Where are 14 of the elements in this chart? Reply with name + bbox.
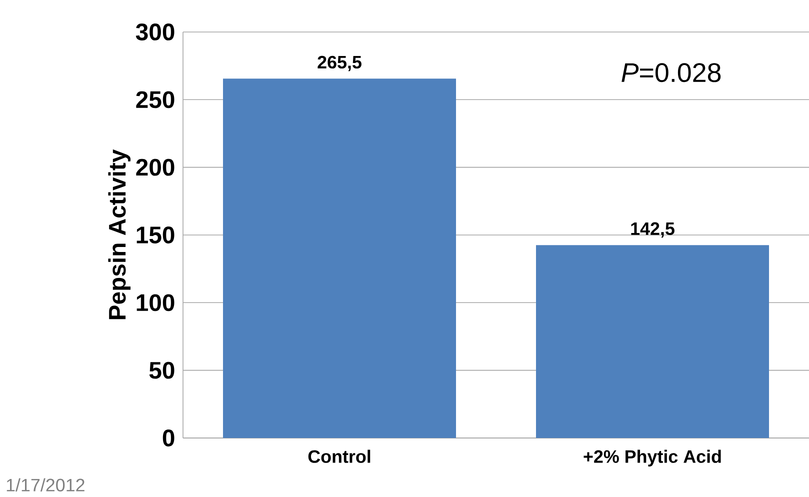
y-tick-label: 300 <box>136 24 174 40</box>
y-axis-title: Pepsin Activity <box>108 149 131 320</box>
x-tick-label: Control <box>308 450 370 463</box>
y-tick-label: 150 <box>136 226 174 244</box>
y-tick-label: 250 <box>136 91 174 108</box>
y-tick-label: 100 <box>136 294 174 312</box>
data-label: 142,5 <box>631 222 674 238</box>
data-label: 265,5 <box>318 56 362 72</box>
y-tick-label: 200 <box>136 158 174 176</box>
y-tick-label: 0 <box>162 430 174 446</box>
x-tick-label: +2% Phytic Acid <box>584 450 721 466</box>
text: 1/17/2012 <box>6 478 84 492</box>
annotation: P=0.028 <box>622 63 721 82</box>
y-tick-label: 50 <box>149 362 174 379</box>
